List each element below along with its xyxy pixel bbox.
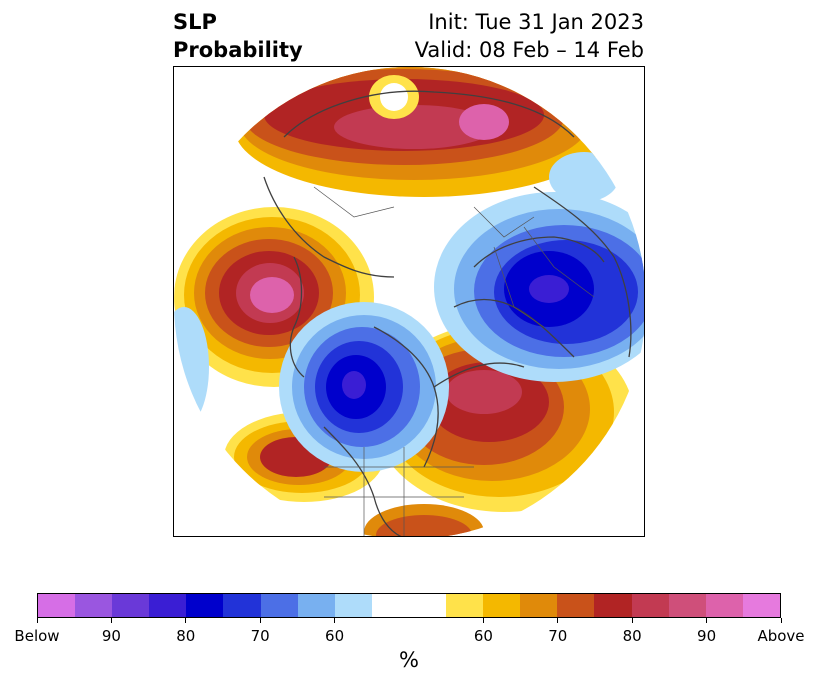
colorbar-segment <box>371 594 409 617</box>
anomaly-canada-below <box>279 302 449 472</box>
colorbar-segment <box>520 594 558 617</box>
colorbar-label: 70 <box>548 627 568 645</box>
colorbar-tick <box>482 618 484 623</box>
colorbar-label: 70 <box>250 627 270 645</box>
colorbar-segment <box>742 594 780 617</box>
probability-field <box>174 67 644 536</box>
colorbar-segment <box>631 594 669 617</box>
colorbar-label: 60 <box>325 627 345 645</box>
colorbar-tick <box>36 618 38 623</box>
colorbar-segment <box>297 594 335 617</box>
colorbar-label: 80 <box>176 627 196 645</box>
colorbar-segment <box>223 594 261 617</box>
anomaly-arctic-above <box>234 67 614 197</box>
probability-map <box>174 67 644 536</box>
colorbar-tick <box>185 618 187 623</box>
colorbar-segment <box>594 594 632 617</box>
country-borders <box>313 186 595 536</box>
colorbar-tick <box>706 618 708 623</box>
variable-label: SLP <box>173 10 217 34</box>
colorbar-segment <box>446 594 484 617</box>
colorbar-segment <box>705 594 743 617</box>
init-date: Init: Tue 31 Jan 2023 <box>428 10 644 34</box>
colorbar-segment <box>408 594 447 617</box>
colorbar-segment <box>38 594 76 617</box>
colorbar-unit: % <box>399 648 419 672</box>
colorbar-segment <box>260 594 298 617</box>
colorbar-segment <box>557 594 595 617</box>
colorbar-segment <box>75 594 113 617</box>
anomaly-bottom-above <box>364 504 484 536</box>
colorbar-tick <box>334 618 336 623</box>
chart-title-right: Init: Tue 31 Jan 2023 Valid: 08 Feb – 14… <box>415 8 644 64</box>
chart-title-left: SLP Probability <box>173 8 303 64</box>
colorbar-segment <box>334 594 372 617</box>
colorbar-tick <box>631 618 633 623</box>
colorbar-label: 90 <box>697 627 717 645</box>
colorbar <box>37 593 781 618</box>
anomaly-northeast-below <box>549 152 619 202</box>
colorbar-label: 60 <box>473 627 493 645</box>
colorbar-tick <box>110 618 112 623</box>
colorbar-tick <box>780 618 782 623</box>
colorbar-tick <box>557 618 559 623</box>
quantity-label: Probability <box>173 38 303 62</box>
colorbar-label: 80 <box>622 627 642 645</box>
colorbar-segment <box>149 594 187 617</box>
map-panel <box>173 66 645 537</box>
valid-range: Valid: 08 Feb – 14 Feb <box>414 38 644 62</box>
colorbar-segment <box>483 594 521 617</box>
colorbar-segment <box>112 594 150 617</box>
colorbar-label: Below <box>14 627 60 645</box>
colorbar-segment <box>668 594 706 617</box>
colorbar-label: Above <box>757 627 805 645</box>
anomaly-edge-below <box>174 307 209 427</box>
colorbar-segment <box>186 594 224 617</box>
colorbar-tick <box>259 618 261 623</box>
colorbar-label: 90 <box>101 627 121 645</box>
anomaly-eurasia-below <box>434 192 644 382</box>
